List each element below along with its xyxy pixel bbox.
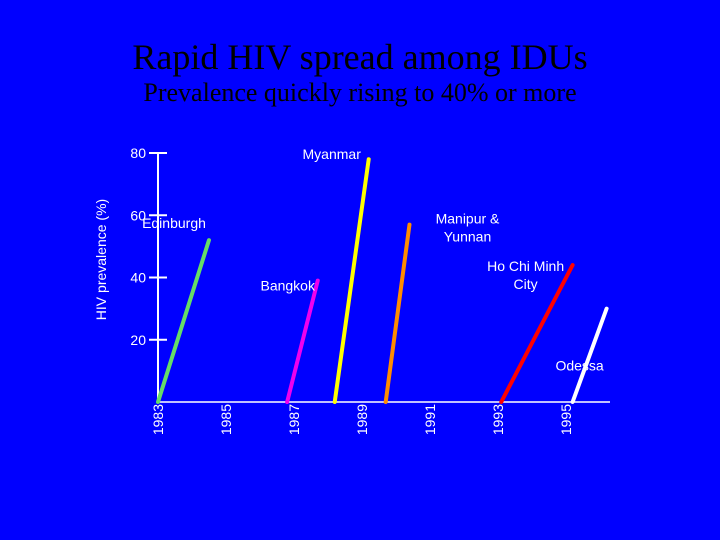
chart-subtitle: Prevalence quickly rising to 40% or more <box>143 78 577 107</box>
series-label-line: Yunnan <box>444 229 492 245</box>
series-label-line: City <box>514 276 538 292</box>
series-label: Bangkok <box>260 278 315 294</box>
chart-title: Rapid HIV spread among IDUs <box>132 37 588 77</box>
series-line <box>499 263 575 404</box>
y-tick-label: 20 <box>130 332 146 348</box>
series-line <box>570 306 609 404</box>
series-label-line: Manipur & <box>436 211 500 227</box>
series-label: Ho Chi Minh City <box>487 258 564 292</box>
series-label-line: Edinburgh <box>142 215 206 231</box>
series-line <box>332 157 371 404</box>
x-tick-label: 1995 <box>558 404 574 435</box>
series-label-line: Bangkok <box>260 278 315 294</box>
y-tick-label: 60 <box>130 207 146 223</box>
series-line <box>383 222 412 404</box>
x-tick-label: 1993 <box>490 404 506 435</box>
x-tick-label: 1989 <box>354 404 370 435</box>
y-tick-label: 40 <box>130 270 146 286</box>
series-line <box>285 278 320 404</box>
series-label: Manipur & Yunnan <box>436 211 500 245</box>
series-label-line: Myanmar <box>303 146 362 162</box>
x-tick-label: 1991 <box>422 404 438 435</box>
x-tick-label: 1987 <box>286 404 302 435</box>
series-label: Edinburgh <box>142 215 206 231</box>
x-tick-label: 1983 <box>150 404 166 435</box>
x-tick-label: 1985 <box>218 404 234 435</box>
series-label: Odessa <box>555 358 603 374</box>
series-line <box>156 238 211 404</box>
y-axis-title: HIV prevalence (%) <box>93 199 109 320</box>
series-label: Myanmar <box>303 146 362 162</box>
y-tick-label: 80 <box>130 145 146 161</box>
series-label-line: Odessa <box>555 358 603 374</box>
series-label-line: Ho Chi Minh <box>487 258 564 274</box>
